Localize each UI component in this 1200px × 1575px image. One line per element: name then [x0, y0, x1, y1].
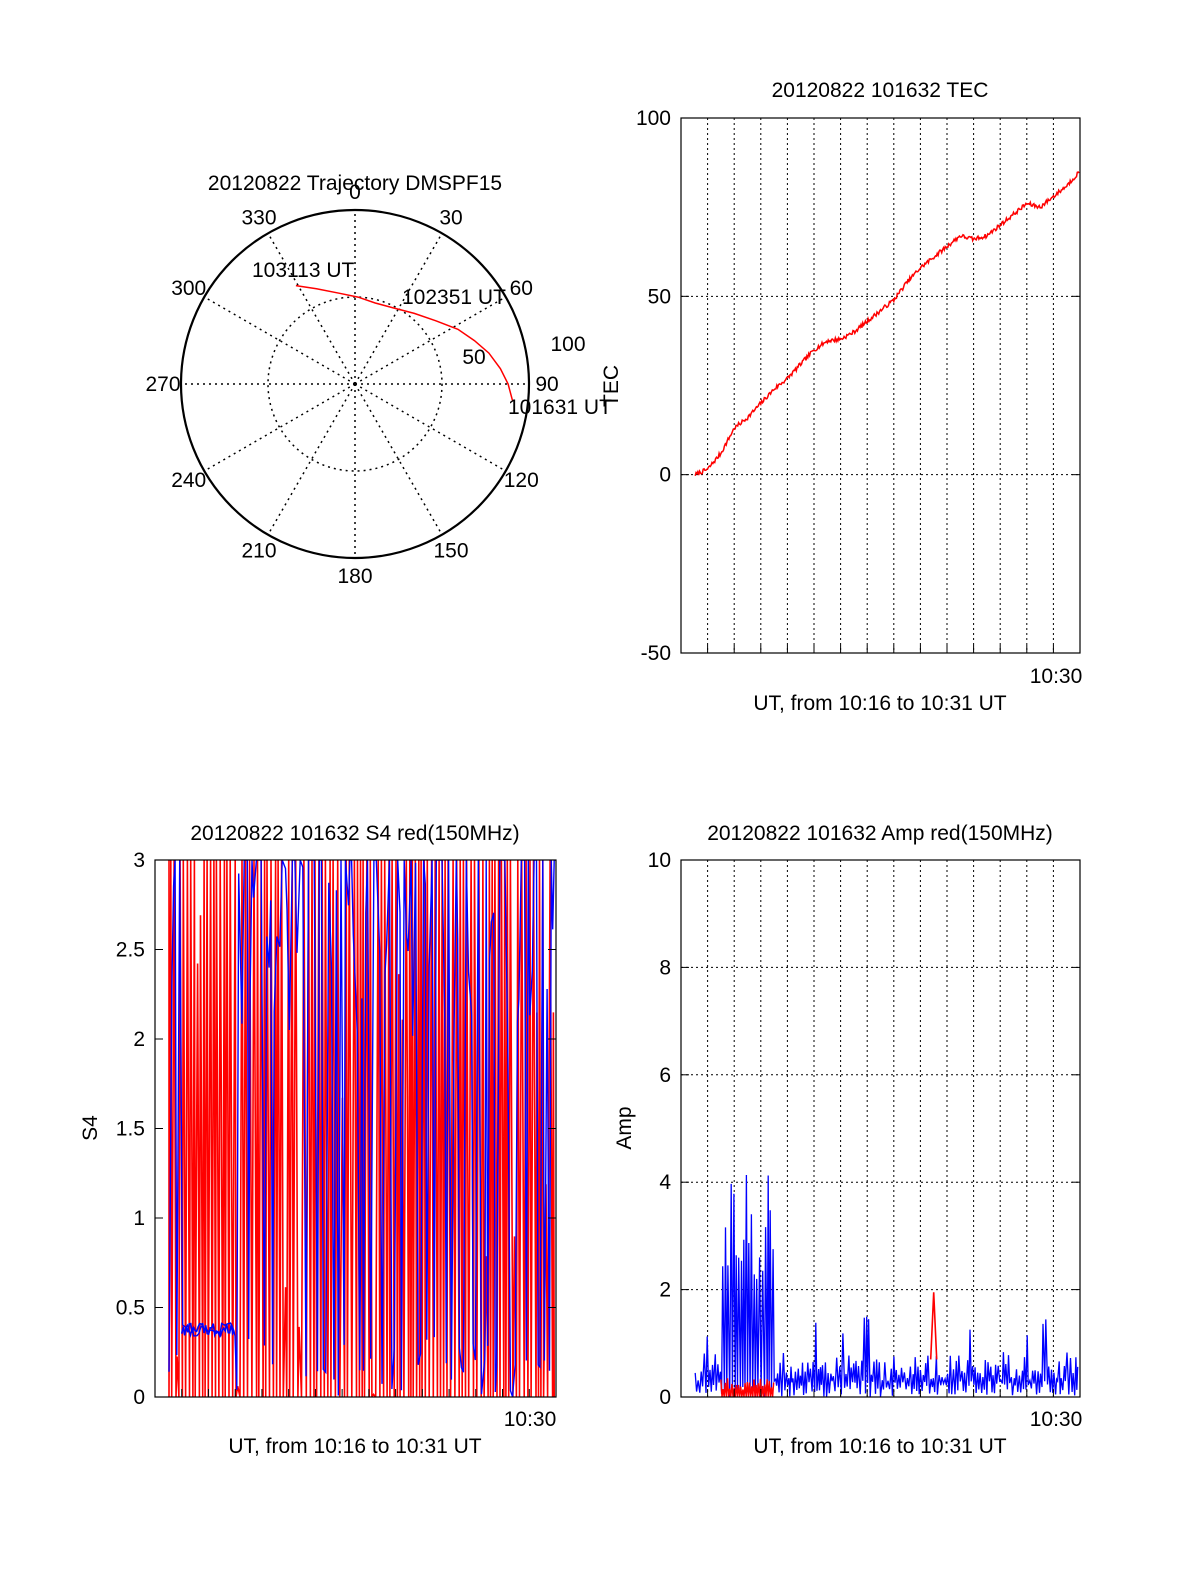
s4-y-tick-label: 2 — [133, 1028, 145, 1051]
tec-plot: 20120822 101632 TEC -50 0 50 100 10:30 UT, … — [600, 79, 1082, 715]
polar-azimuth-label-180: 180 — [337, 565, 372, 588]
tec-x-tick-label: 10:30 — [1030, 665, 1083, 688]
polar-spoke-120 — [354, 383, 507, 472]
polar-azimuth-label-30: 30 — [439, 207, 462, 230]
polar-ring-label-100: 100 — [550, 333, 585, 356]
tec-y-axis-label: TEC — [600, 365, 623, 407]
polar-azimuth-label-120: 120 — [504, 469, 539, 492]
s4-y-tick-label: 1 — [133, 1207, 145, 1230]
polar-spoke-60 — [354, 296, 507, 385]
s4-y-tick-label: 2.5 — [116, 939, 145, 962]
s4-y-ticks: 0 0.5 1 1.5 2 2.5 3 — [116, 849, 556, 1409]
s4-title: 20120822 101632 S4 red(150MHz) — [190, 822, 519, 845]
tec-title: 20120822 101632 TEC — [772, 79, 989, 102]
tec-grid — [681, 118, 1080, 653]
s4-x-axis-label: UT, from 10:16 to 10:31 UT — [228, 1435, 481, 1458]
amp-y-axis-label: Amp — [613, 1106, 636, 1149]
amp-x-axis-label: UT, from 10:16 to 10:31 UT — [753, 1435, 1006, 1458]
s4-y-tick-label: 0.5 — [116, 1297, 145, 1320]
s4-red-trace — [168, 860, 555, 1397]
tec-y-ticks: -50 0 50 100 — [636, 107, 1080, 665]
polar-azimuth-labels: 0 30 60 90 120 150 180 210 240 270 300 330 — [145, 181, 558, 588]
amp-red-segment — [720, 1378, 775, 1398]
amp-title: 20120822 101632 Amp red(150MHz) — [707, 822, 1053, 845]
tec-y-tick-label: 100 — [636, 107, 671, 130]
polar-azimuth-label-270: 270 — [145, 373, 180, 396]
polar-spoke-210 — [267, 383, 356, 536]
polar-time-label-start: 101631 UT — [508, 396, 612, 419]
tec-y-tick-label: 0 — [659, 464, 671, 487]
polar-time-label-end: 103113 UT — [252, 259, 355, 282]
polar-spoke-150 — [354, 383, 443, 536]
s4-y-tick-label: 3 — [133, 849, 145, 872]
polar-spoke-300 — [203, 296, 356, 385]
amp-y-tick-label: 4 — [659, 1171, 671, 1194]
amp-y-tick-label: 10 — [648, 849, 671, 872]
amp-series-traces — [694, 1174, 1079, 1398]
polar-track-line — [295, 284, 514, 401]
s4-y-tick-label: 0 — [133, 1386, 145, 1409]
s4-y-axis-label: S4 — [79, 1115, 102, 1141]
amp-x-tick-label: 10:30 — [1030, 1408, 1083, 1431]
tec-axes-frame — [680, 117, 1081, 654]
amp-axes-frame — [680, 859, 1081, 1398]
s4-plot: 20120822 101632 S4 red(150MHz) 0 0.5 1 1.5 2… — [79, 822, 557, 1458]
amp-plot: 20120822 101632 Amp red(150MHz) 0246810 … — [613, 822, 1082, 1458]
amp-blue-trace — [694, 1174, 1079, 1397]
polar-title: 20120822 Trajectory DMSPF15 — [208, 172, 502, 195]
amp-red-spike — [929, 1292, 938, 1360]
polar-spoke-240 — [203, 383, 356, 472]
s4-x-tick-label: 10:30 — [504, 1408, 557, 1431]
s4-blue-trace — [168, 860, 556, 1397]
polar-azimuth-label-240: 240 — [171, 469, 206, 492]
polar-time-label-mid: 102351 UT — [402, 286, 506, 309]
polar-azimuth-label-0: 0 — [349, 181, 361, 204]
s4-blue-low-segment — [180, 1322, 235, 1338]
s4-y-tick-label: 1.5 — [116, 1118, 145, 1141]
tec-y-tick-label: 50 — [648, 285, 671, 308]
tec-series-line — [694, 171, 1080, 476]
polar-outer-circle — [179, 208, 531, 560]
polar-azimuth-label-90: 90 — [535, 373, 558, 396]
polar-ring-label-50: 50 — [462, 346, 485, 369]
amp-y-ticks: 0 2 4 6 8 10 — [648, 849, 1080, 1409]
amp-y-tick-label: 6 — [659, 1064, 671, 1087]
polar-spoke-330 — [267, 232, 356, 385]
polar-azimuth-label-60: 60 — [510, 277, 533, 300]
amp-y-tick-label: 8 — [659, 956, 671, 979]
tec-x-axis-label: UT, from 10:16 to 10:31 UT — [753, 692, 1006, 715]
polar-azimuth-label-150: 150 — [433, 539, 468, 562]
s4-series-traces — [168, 860, 556, 1397]
tec-y-tick-label: -50 — [641, 642, 671, 665]
polar-azimuth-label-330: 330 — [241, 207, 276, 230]
amp-y-tick-label: 2 — [659, 1279, 671, 1302]
amp-y-tick-label: 0 — [659, 1386, 671, 1409]
polar-trajectory-plot: 20120822 Trajectory DMSPF15 0 30 60 90 120 15… — [145, 172, 612, 588]
polar-track — [295, 284, 514, 401]
polar-azimuth-label-300: 300 — [171, 277, 206, 300]
polar-spoke-30 — [354, 232, 443, 385]
s4-traces-clipped — [168, 860, 556, 1397]
polar-azimuth-label-210: 210 — [241, 539, 276, 562]
